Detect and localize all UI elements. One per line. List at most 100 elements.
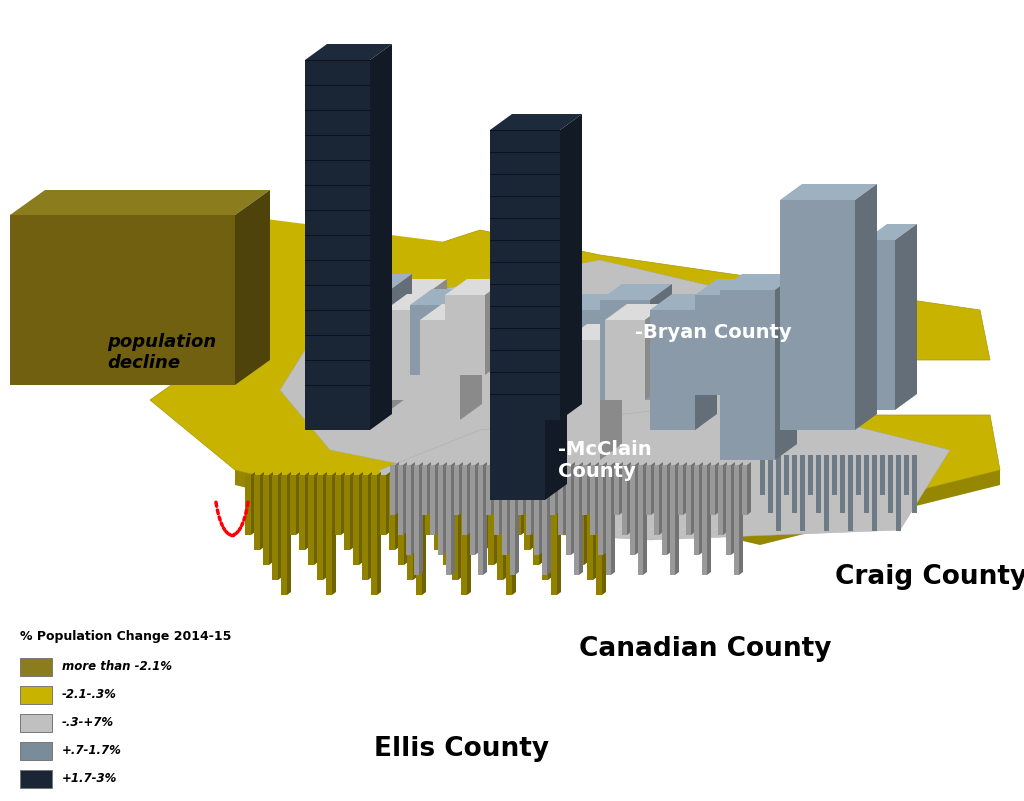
Polygon shape [308,475,314,565]
Polygon shape [419,462,423,575]
Polygon shape [720,290,775,460]
Polygon shape [600,300,650,400]
Polygon shape [555,294,622,310]
Polygon shape [278,472,282,580]
Polygon shape [606,465,611,575]
Polygon shape [305,135,370,136]
Polygon shape [305,385,370,386]
Polygon shape [454,465,459,515]
Polygon shape [368,472,372,580]
Polygon shape [490,130,560,131]
Polygon shape [305,260,370,261]
Polygon shape [864,455,869,513]
Polygon shape [269,472,273,565]
Polygon shape [739,462,743,575]
Polygon shape [497,475,503,580]
Polygon shape [880,455,885,495]
Polygon shape [459,462,463,515]
Polygon shape [234,215,820,385]
Polygon shape [731,462,735,555]
Polygon shape [662,465,667,555]
Polygon shape [438,465,443,555]
Polygon shape [560,475,566,535]
Polygon shape [330,290,390,370]
Polygon shape [510,465,515,575]
Polygon shape [353,475,359,565]
Polygon shape [555,462,559,515]
Polygon shape [479,475,485,550]
Polygon shape [305,210,370,211]
Polygon shape [569,475,575,550]
Polygon shape [587,475,593,580]
Polygon shape [486,465,490,515]
Polygon shape [234,470,1000,545]
Polygon shape [565,340,600,460]
Polygon shape [551,475,557,595]
Polygon shape [305,160,370,161]
Polygon shape [808,455,813,495]
Polygon shape [490,218,560,219]
Polygon shape [595,462,599,535]
Text: -Bryan County: -Bryan County [635,323,792,342]
Polygon shape [531,462,535,535]
Polygon shape [702,465,707,575]
Polygon shape [398,475,404,565]
Polygon shape [840,455,845,513]
Polygon shape [707,462,711,575]
Polygon shape [506,475,512,595]
Polygon shape [507,462,511,555]
Polygon shape [380,400,950,540]
Polygon shape [768,455,773,513]
Polygon shape [872,455,877,531]
Polygon shape [526,465,531,535]
Polygon shape [571,462,575,555]
Polygon shape [523,462,527,515]
Polygon shape [422,472,426,595]
Polygon shape [683,462,687,515]
Polygon shape [560,114,582,420]
Polygon shape [503,472,507,580]
Polygon shape [460,289,482,375]
FancyBboxPatch shape [20,770,52,788]
Polygon shape [305,44,392,60]
Polygon shape [654,465,659,535]
Text: Ellis County: Ellis County [374,736,549,762]
Polygon shape [490,240,560,241]
FancyBboxPatch shape [20,658,52,676]
Polygon shape [775,304,797,450]
Polygon shape [695,295,745,395]
Polygon shape [490,196,560,197]
Polygon shape [416,475,422,595]
Polygon shape [593,472,597,580]
Polygon shape [603,462,607,555]
Polygon shape [404,472,408,565]
Polygon shape [578,475,584,565]
Text: population
decline: population decline [108,333,217,372]
Polygon shape [490,300,545,500]
Polygon shape [638,465,643,575]
Polygon shape [490,262,560,263]
Polygon shape [406,465,411,555]
Polygon shape [659,462,663,535]
Text: -2.1-.3%: -2.1-.3% [62,689,117,702]
Polygon shape [445,295,485,375]
Polygon shape [651,462,655,515]
Polygon shape [557,472,561,595]
Polygon shape [395,472,399,550]
Polygon shape [895,224,918,410]
Polygon shape [445,279,507,295]
Polygon shape [344,475,350,550]
Polygon shape [600,324,622,460]
Polygon shape [542,475,548,580]
Polygon shape [904,455,909,495]
Polygon shape [326,475,332,595]
Polygon shape [305,285,370,286]
Polygon shape [816,455,821,513]
Polygon shape [596,475,602,595]
Polygon shape [359,472,362,565]
Polygon shape [420,320,460,420]
Polygon shape [483,462,487,575]
Polygon shape [534,475,539,565]
Polygon shape [254,475,260,550]
Polygon shape [485,279,507,375]
